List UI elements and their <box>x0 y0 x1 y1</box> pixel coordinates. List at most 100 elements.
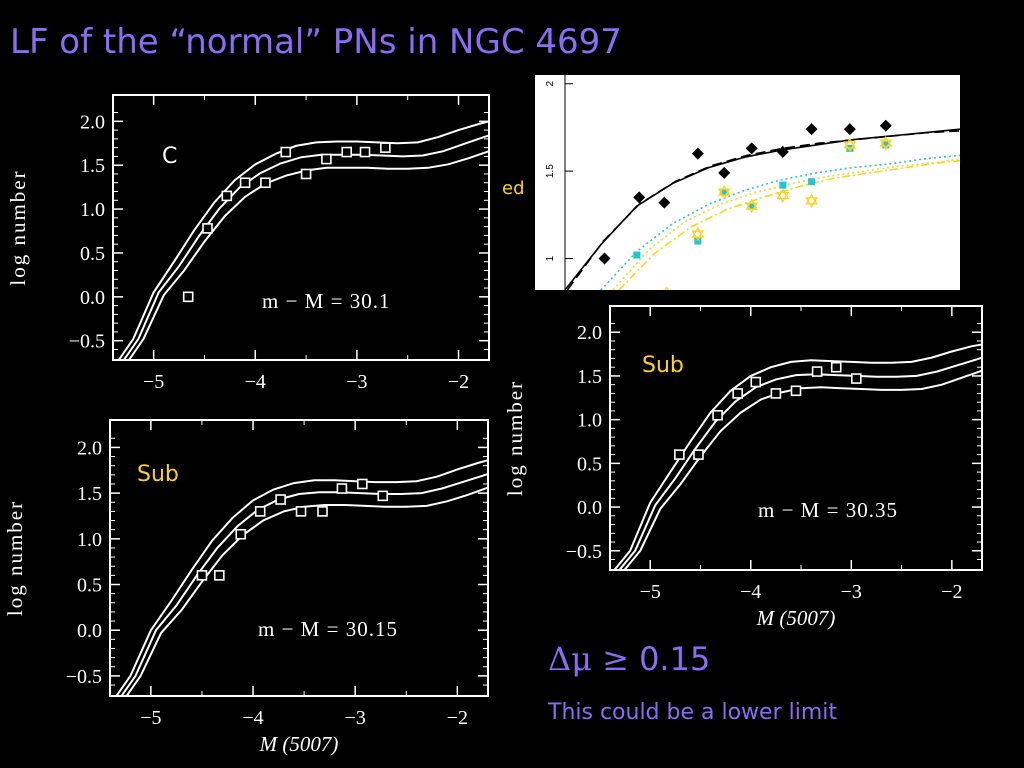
bg-star-point <box>660 286 674 298</box>
bg-star-point <box>776 191 790 203</box>
distance-modulus-label: m − M = 30.1 <box>262 289 390 313</box>
lf-panel-c: −5 −4 −3 −2 2.0 1.5 1.0 0.5 0.0 −0.5 log number m −… <box>0 85 500 415</box>
bg-star-point <box>745 202 759 214</box>
bg-star-point <box>717 188 731 200</box>
data-point <box>790 385 802 397</box>
plot-frame <box>109 419 489 697</box>
bg-square-point <box>720 188 728 196</box>
y-tick-label: 2.0 <box>80 111 105 133</box>
lf-panel-sub-right: −5 −4 −3 −2 2.0 1.5 1.0 0.5 0.0 −0.5 log number M (… <box>500 295 1000 645</box>
x-tick-label: −3 <box>345 707 366 729</box>
y-tick-label: 0.0 <box>77 620 102 642</box>
data-point <box>732 388 743 399</box>
x-axis-label: M (5007) <box>756 606 836 630</box>
background-plot: 2 1.5 1 Number <box>527 75 961 301</box>
lf-panel-sub-left: −5 −4 −3 −2 2.0 1.5 1.0 0.5 0.0 −0.5 log number M (… <box>0 410 500 768</box>
bg-diamond-point <box>598 252 611 265</box>
plot-frame <box>112 94 490 361</box>
model-curve <box>122 134 489 360</box>
bg-y-tick-label: 2 <box>545 81 556 87</box>
panel-annotation: Sub <box>137 462 179 487</box>
data-point <box>712 409 723 421</box>
data-point <box>254 506 266 517</box>
y-tick-label: 0.5 <box>577 453 602 475</box>
bg-diamond-point <box>633 191 646 204</box>
bg-star-point <box>843 141 857 153</box>
bg-y-axis-label: Number <box>535 229 537 261</box>
bg-model-curve <box>618 159 961 291</box>
lf-panel-sub-right-svg: −5 −4 −3 −2 2.0 1.5 1.0 0.5 0.0 −0.5 log number M (… <box>503 305 983 630</box>
data-point <box>357 478 368 490</box>
bg-plot-area <box>564 119 961 301</box>
x-tick-label: −2 <box>447 707 468 729</box>
panel-annotation: C <box>162 144 177 169</box>
panel-annotation: Sub <box>642 353 684 378</box>
slide-title: LF of the “normal” PNs in NGC 4697 <box>10 22 622 62</box>
data-point <box>182 291 194 303</box>
y-tick-label: 1.0 <box>577 410 602 432</box>
bg-star-point <box>879 135 893 147</box>
plot-area <box>115 459 488 696</box>
bg-y-tick-label: 1 <box>545 255 556 261</box>
bg-star-point <box>805 193 818 205</box>
background-plot-annotation: ed <box>502 178 525 199</box>
x-tick-label: −4 <box>245 371 266 393</box>
model-curve <box>120 472 488 696</box>
bg-square-point <box>779 181 787 189</box>
model-curve <box>618 356 982 570</box>
data-point <box>300 168 312 180</box>
y-tick-label: −0.5 <box>66 666 102 688</box>
bg-diamond-point <box>879 119 892 132</box>
bg-diamond-point <box>805 123 818 136</box>
bg-model-curve <box>612 158 961 291</box>
data-point <box>317 506 328 517</box>
data-point <box>221 190 233 202</box>
lf-panel-sub-left-svg: −5 −4 −3 −2 2.0 1.5 1.0 0.5 0.0 −0.5 log number M (… <box>3 419 489 756</box>
model-curve <box>117 120 489 360</box>
data-point <box>750 376 762 388</box>
bg-star-point <box>717 184 731 196</box>
y-tick-label: 0.0 <box>80 287 105 309</box>
delta-mu-value: 0.15 <box>639 640 711 678</box>
y-tick-label: 1.5 <box>77 483 102 505</box>
data-point <box>830 361 842 373</box>
bg-square-point <box>808 178 816 186</box>
data-point <box>336 483 348 494</box>
x-axis-label: M (5007) <box>259 732 339 756</box>
distance-modulus-label: m − M = 30.15 <box>258 617 398 641</box>
data-point <box>380 142 391 153</box>
data-point <box>295 506 307 517</box>
data-point <box>321 153 332 165</box>
data-point <box>341 146 353 158</box>
y-axis-label: log number <box>503 380 527 496</box>
bg-diamond-point <box>691 147 704 160</box>
data-point <box>674 449 685 460</box>
background-plot-svg: 2 1.5 1 Number <box>527 75 961 301</box>
x-tick-label: −3 <box>841 581 862 603</box>
data-point <box>202 223 213 234</box>
bg-model-curve <box>600 154 961 291</box>
bg-star-point <box>805 197 818 209</box>
data-point <box>260 177 271 189</box>
data-point <box>693 449 704 460</box>
bg-diamond-point <box>745 142 758 155</box>
y-tick-label: 0.5 <box>80 243 105 265</box>
bg-star-point <box>745 198 759 210</box>
bg-square-point <box>748 202 756 210</box>
bg-star-point <box>843 137 857 149</box>
bg-star-point <box>776 188 790 200</box>
data-point <box>811 366 823 377</box>
bg-diamond-point <box>776 145 789 158</box>
bg-star-point <box>691 230 705 242</box>
bg-square-point <box>882 141 890 149</box>
x-tick-label: −5 <box>140 707 161 729</box>
y-tick-label: 0.0 <box>577 497 602 519</box>
model-curve <box>115 459 488 696</box>
data-point <box>214 570 225 581</box>
data-point <box>377 490 389 502</box>
x-tick-label: −3 <box>346 371 367 393</box>
bg-star-point <box>879 139 893 151</box>
distance-modulus-label: m − M = 30.35 <box>758 498 898 522</box>
y-tick-label: −0.5 <box>566 541 602 563</box>
model-curve <box>613 343 982 570</box>
